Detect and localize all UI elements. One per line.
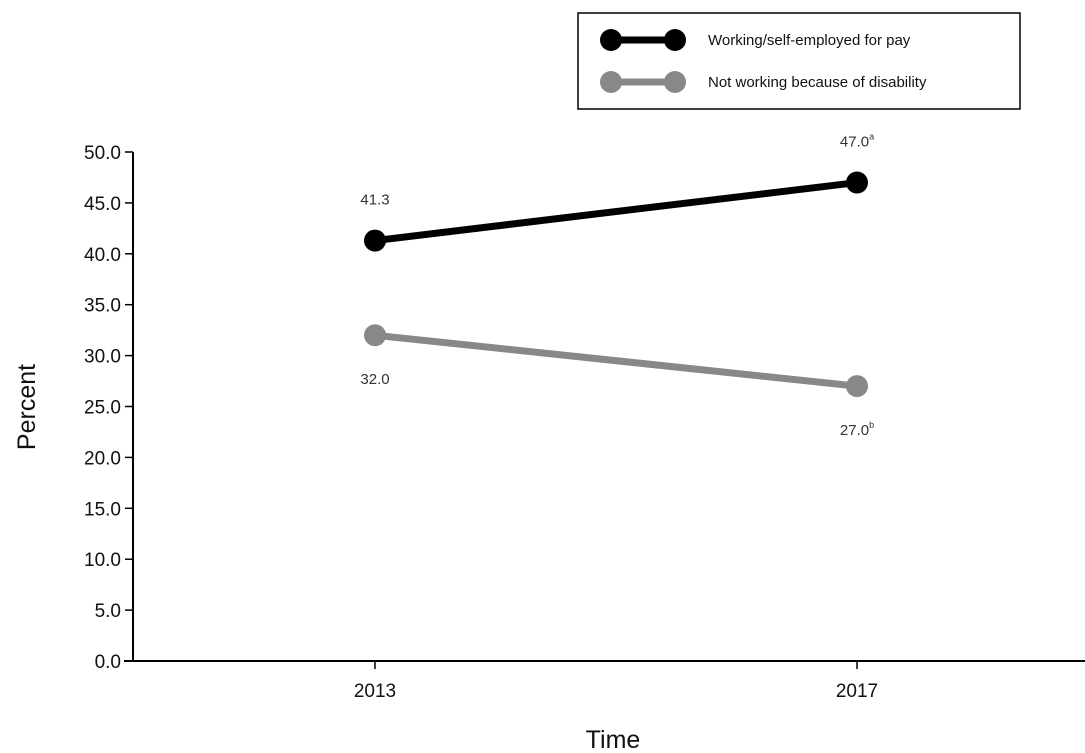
series-line xyxy=(374,179,858,245)
legend-marker xyxy=(600,29,622,51)
y-tick-label: 15.0 xyxy=(84,499,121,520)
series-layer: 41.3 47.0a 32.0 27.0b xyxy=(360,132,874,440)
data-label-superscript: a xyxy=(869,132,874,142)
data-point xyxy=(846,171,868,194)
legend-box xyxy=(577,12,1021,110)
legend-label: Not working because of disability xyxy=(708,74,927,91)
y-axis-title: Percent xyxy=(13,364,41,450)
y-tick-label: 40.0 xyxy=(84,245,121,266)
data-label-value: 47.0 xyxy=(840,134,869,151)
y-tick-label: 50.0 xyxy=(84,143,121,164)
data-point xyxy=(846,375,868,398)
legend-marker xyxy=(600,71,622,93)
x-axis-title: Time xyxy=(586,726,641,753)
y-tick-label: 20.0 xyxy=(84,448,121,469)
data-label-value: 27.0 xyxy=(840,422,869,439)
data-point xyxy=(364,229,386,252)
y-tick-label: 45.0 xyxy=(84,194,121,215)
x-tick-label: 2013 xyxy=(354,681,396,702)
data-label: 47.0a xyxy=(840,132,874,151)
legend-marker xyxy=(664,29,686,51)
series-line xyxy=(374,331,858,390)
legend-marker xyxy=(664,71,686,93)
data-label-value: 41.3 xyxy=(360,192,389,209)
data-label: 27.0b xyxy=(840,420,874,439)
x-axis-ticks: 2013 2017 xyxy=(354,661,878,702)
y-tick-label: 25.0 xyxy=(84,398,121,419)
data-point xyxy=(364,324,386,347)
y-tick-label: 5.0 xyxy=(95,601,121,622)
y-tick-label: 30.0 xyxy=(84,347,121,368)
legend: Working/self-employed for pay Not working… xyxy=(577,12,1021,110)
data-label: 41.3 xyxy=(360,192,389,209)
y-tick-label: 0.0 xyxy=(95,652,121,673)
data-label-superscript: b xyxy=(869,420,874,430)
legend-label: Working/self-employed for pay xyxy=(708,32,911,49)
y-axis-ticks: 0.0 5.0 10.0 15.0 20.0 25.0 30.0 35.0 40.0 45.0 50… xyxy=(84,143,133,673)
x-tick-label: 2017 xyxy=(836,681,878,702)
y-tick-label: 10.0 xyxy=(84,550,121,571)
data-label: 32.0 xyxy=(360,371,389,388)
y-tick-label: 35.0 xyxy=(84,296,121,317)
data-label-value: 32.0 xyxy=(360,371,389,388)
